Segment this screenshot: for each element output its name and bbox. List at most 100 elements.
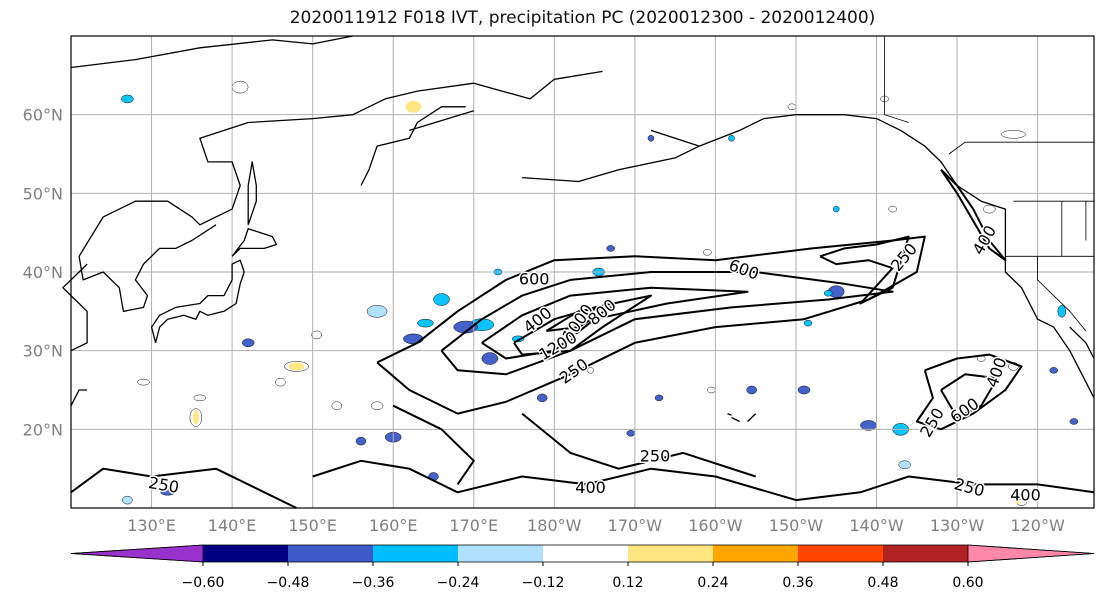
- precip-blob: [703, 249, 712, 256]
- precip-blob: [231, 80, 249, 94]
- border-line: [884, 36, 909, 123]
- ivt-contour: [819, 235, 910, 305]
- colorbar-segment: [288, 545, 373, 562]
- precip-blob: [121, 94, 134, 104]
- ivt-contour: [376, 235, 926, 415]
- border-line: [1037, 256, 1087, 332]
- precip-blob: [707, 386, 716, 394]
- lon-label: 130°W: [930, 516, 985, 535]
- colorbar-segment: [883, 545, 968, 562]
- lon-label: 180°W: [527, 516, 582, 535]
- ivt-contour: [940, 168, 1007, 262]
- colorbar-tick-label: −0.24: [437, 575, 480, 591]
- contour-label: 400: [1010, 486, 1041, 505]
- precip-blob: [405, 100, 422, 113]
- colorbar-tick-label: −0.36: [352, 575, 395, 591]
- lat-label: 40°N: [23, 263, 63, 282]
- precip-blob: [433, 293, 450, 306]
- lon-label: 170°E: [449, 516, 498, 535]
- lon-label: 150°E: [288, 516, 337, 535]
- ivt-contour: [915, 353, 1023, 431]
- precip-blob: [587, 367, 594, 374]
- ivt-contour: [440, 271, 894, 376]
- coastline: [1069, 326, 1095, 359]
- precip-blob: [417, 318, 434, 328]
- lat-label: 50°N: [23, 184, 63, 203]
- precip-blob: [888, 205, 897, 213]
- lon-label: 160°E: [369, 516, 418, 535]
- precip-blob: [797, 385, 811, 395]
- contour-label: 400: [575, 478, 606, 497]
- graticule: [71, 36, 1094, 508]
- precip-blob: [355, 436, 367, 446]
- contour-label: 250: [556, 355, 592, 388]
- contour-label: 250: [916, 405, 948, 441]
- precip-blob: [453, 320, 478, 334]
- lon-label: 160°W: [688, 516, 743, 535]
- precip-blob: [122, 495, 133, 505]
- lon-label: 120°W: [1010, 516, 1065, 535]
- colorbar-min-arrow: [70, 544, 204, 563]
- ivt-contour: [392, 404, 475, 485]
- coastlines: [62, 35, 1095, 423]
- ivt-contour: [513, 294, 652, 356]
- map-frame: [70, 35, 1095, 509]
- coastline: [150, 259, 245, 343]
- precip-blob: [983, 204, 996, 214]
- colorbar-segment: [713, 545, 798, 562]
- colorbar-segment: [543, 545, 628, 562]
- precip-blob: [192, 410, 199, 425]
- lon-label: 140°E: [208, 516, 257, 535]
- coastline: [727, 412, 732, 416]
- coastline: [409, 110, 474, 132]
- colorbar-segment: [203, 545, 288, 562]
- coastline: [731, 416, 740, 423]
- precip-blob: [654, 394, 664, 402]
- precip-blob: [370, 401, 384, 410]
- ivt-contour: [70, 467, 297, 509]
- precip-blob: [288, 362, 305, 371]
- precip-blob: [241, 338, 255, 348]
- ivt-contours: [70, 168, 1095, 509]
- lat-label: 20°N: [23, 420, 63, 439]
- precipitation-shading: [121, 80, 1079, 506]
- ivt-contour: [312, 459, 1095, 502]
- precip-blob: [511, 335, 525, 343]
- colorbar: −0.60 −0.48 −0.36 −0.24 −0.12 0.12 0.24 0.36 0.4…: [70, 544, 1095, 591]
- precip-blob: [746, 385, 757, 395]
- latitude-labels: 60°N 50°N 40°N 30°N 20°N: [23, 106, 63, 440]
- precip-blob: [562, 339, 571, 346]
- precip-blob: [626, 430, 636, 437]
- colorbar-tick-label: 0.60: [952, 575, 983, 591]
- lat-label: 30°N: [23, 342, 63, 361]
- precip-blob: [568, 320, 577, 327]
- precip-blob: [1014, 499, 1021, 504]
- colorbar-tick-label: 0.36: [782, 575, 813, 591]
- coastline: [360, 106, 466, 186]
- precip-blob: [160, 489, 175, 496]
- colorbar-tick-label: 0.12: [612, 575, 643, 591]
- contour-label: 600: [519, 269, 550, 288]
- contour-label: 600: [726, 255, 761, 283]
- coastline: [70, 389, 88, 406]
- colorbar-tick-label: −0.60: [182, 575, 225, 591]
- precip-blob: [1069, 418, 1079, 425]
- precip-blob: [787, 103, 797, 111]
- precip-blob: [481, 352, 499, 365]
- coastline: [747, 413, 757, 422]
- colorbar-tick-label: 0.24: [697, 575, 728, 591]
- coastline: [231, 228, 278, 257]
- precip-blob: [536, 393, 548, 403]
- coastline: [62, 263, 88, 352]
- precip-blob: [823, 289, 833, 297]
- precip-blob: [311, 330, 322, 340]
- coastline: [102, 70, 603, 226]
- precip-blob: [606, 245, 615, 252]
- ivt-contour: [545, 306, 612, 332]
- precip-blob: [832, 205, 840, 213]
- precip-blob: [898, 460, 911, 469]
- coastline: [522, 145, 700, 183]
- lon-label: 150°W: [769, 516, 824, 535]
- contour-label: 600: [947, 394, 983, 427]
